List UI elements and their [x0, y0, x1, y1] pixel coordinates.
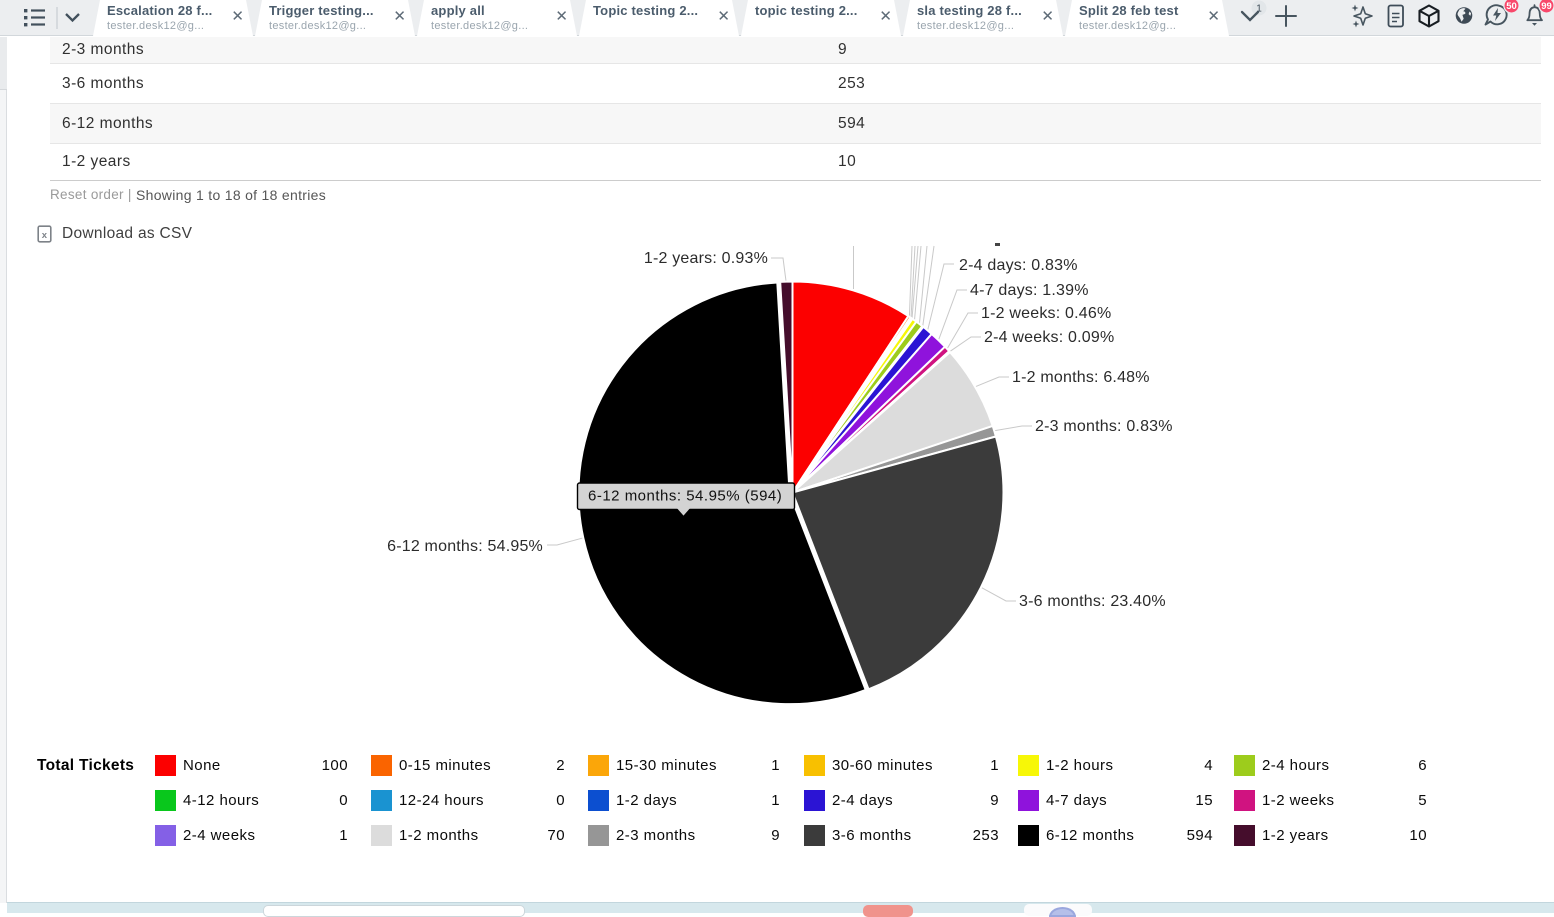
svg-text:1-2 years: 0.93%: 1-2 years: 0.93%: [644, 250, 768, 267]
svg-text:3-6 months: 23.40%: 3-6 months: 23.40%: [1019, 593, 1166, 610]
svg-text:6-12 months: 54.95% (594): 6-12 months: 54.95% (594): [588, 488, 782, 505]
svg-text:1-2 weeks: 0.46%: 1-2 weeks: 0.46%: [981, 305, 1111, 322]
svg-text:1: 1: [1256, 4, 1262, 15]
svg-text:6-12 months: 54.95%: 6-12 months: 54.95%: [387, 538, 543, 555]
svg-text:50: 50: [1506, 1, 1517, 12]
svg-text:4-7 days: 1.39%: 4-7 days: 1.39%: [970, 282, 1089, 299]
svg-text:2-4 days: 0.83%: 2-4 days: 0.83%: [959, 257, 1078, 274]
svg-text:1-2 months: 6.48%: 1-2 months: 6.48%: [1012, 369, 1150, 386]
svg-text:99: 99: [1541, 1, 1552, 12]
svg-text:2-4 weeks: 0.09%: 2-4 weeks: 0.09%: [984, 329, 1114, 346]
svg-text:2-3 months: 0.83%: 2-3 months: 0.83%: [1035, 418, 1173, 435]
svg-text:x: x: [42, 230, 48, 241]
